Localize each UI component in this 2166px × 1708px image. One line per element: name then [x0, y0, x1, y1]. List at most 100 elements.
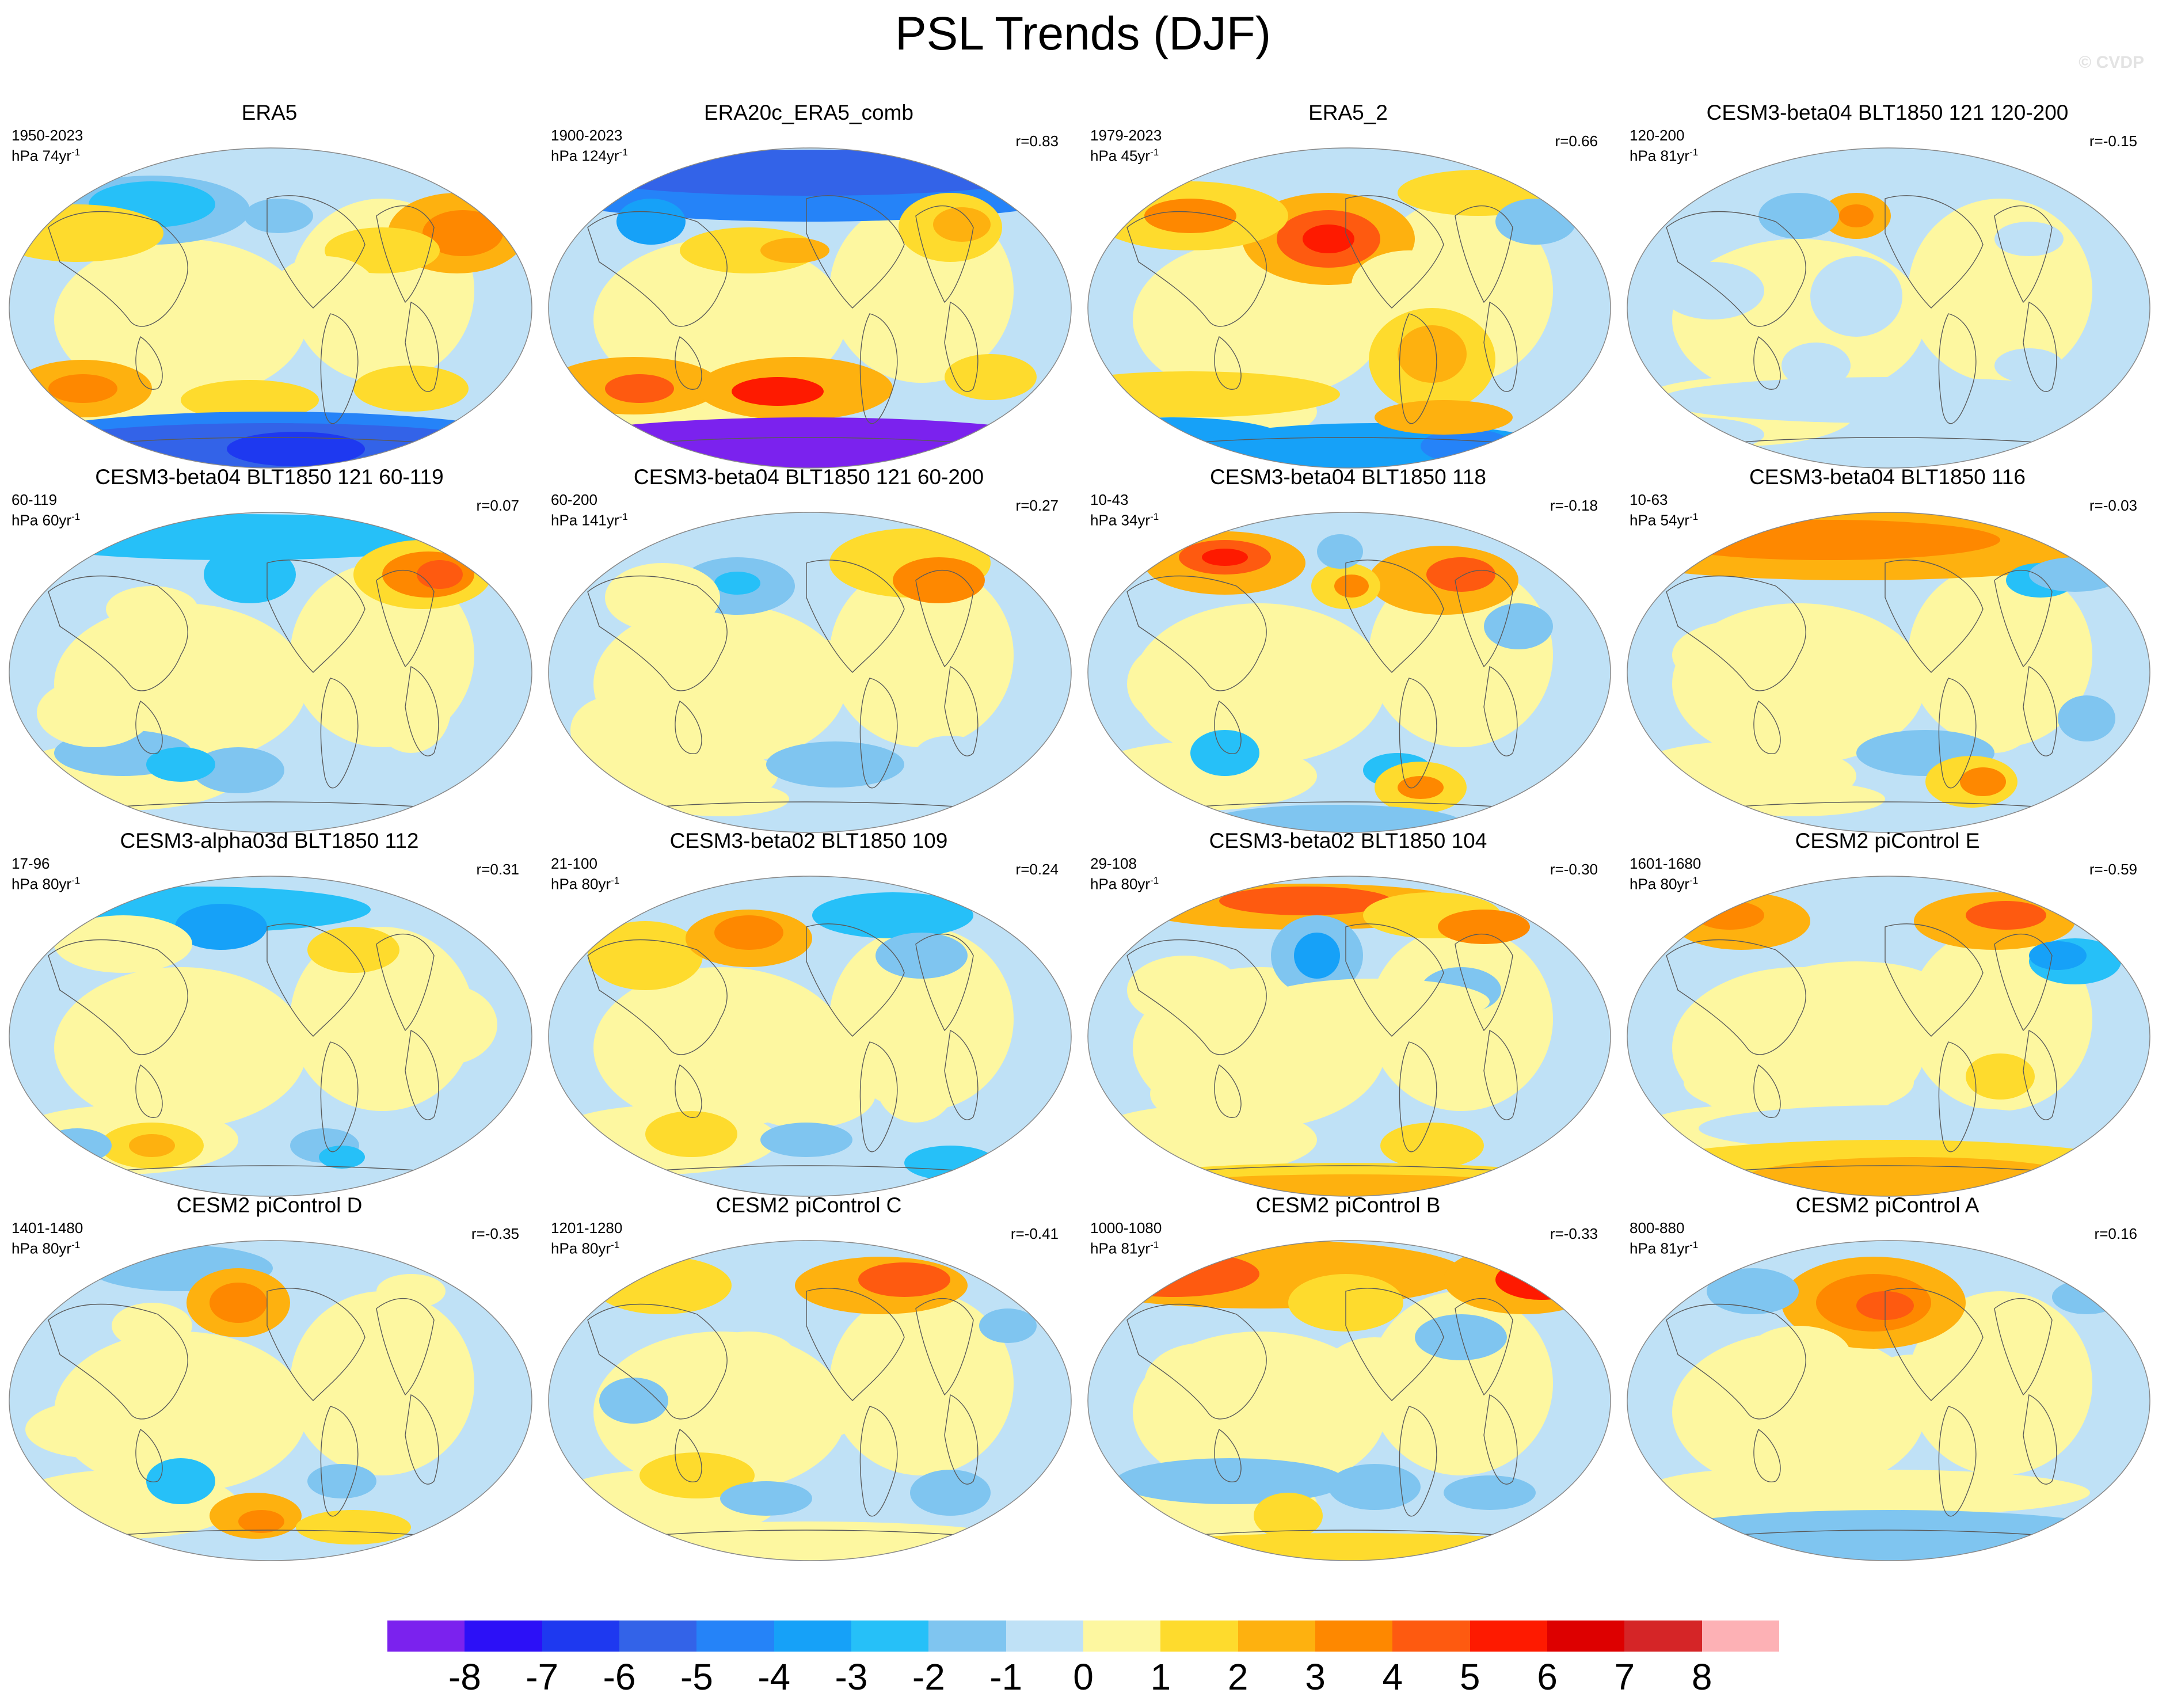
field-contour — [227, 432, 365, 466]
panel-map — [1627, 147, 2150, 469]
coastline — [587, 211, 728, 327]
colorbar-box — [851, 1620, 929, 1652]
field-contour — [1495, 1260, 1588, 1300]
field-contour — [1966, 1053, 2035, 1100]
field-contour — [1661, 262, 1764, 319]
coastline — [1666, 939, 1806, 1055]
colorbar-box — [1160, 1620, 1238, 1652]
colorbar-box — [928, 1620, 1006, 1652]
field-contour — [1747, 1326, 1851, 1383]
coastline — [859, 678, 898, 789]
coastline — [135, 700, 163, 754]
panel-correlation: r=0.16 — [2094, 1225, 2137, 1242]
field-region — [1369, 927, 1553, 1111]
field-contour — [1303, 225, 1354, 253]
coastline — [1455, 205, 1513, 303]
field-contour — [1856, 1355, 1971, 1424]
field-contour — [1672, 621, 1810, 690]
field-contour — [307, 927, 399, 973]
panel-map — [1087, 147, 1611, 469]
colorbar-box — [1470, 1620, 1547, 1652]
field-contour — [204, 546, 296, 603]
field-contour — [1948, 661, 2041, 753]
field-contour — [1781, 343, 1851, 389]
colorbar-tick-label: -5 — [680, 1656, 713, 1698]
field-contour — [1484, 603, 1553, 649]
field-contour — [622, 1013, 726, 1082]
field-contour — [1116, 1458, 1346, 1504]
field-contour — [979, 1308, 1037, 1343]
panel-correlation: r=-0.15 — [2089, 132, 2137, 150]
field-region — [829, 1291, 1014, 1475]
field-contour — [244, 199, 313, 233]
coastline — [806, 923, 905, 1037]
panel-correlation: r=0.07 — [476, 497, 519, 514]
coastline — [1345, 195, 1444, 309]
field-contour — [422, 210, 503, 256]
coastline — [587, 939, 728, 1055]
coastline — [944, 301, 979, 392]
field-contour — [1994, 222, 2064, 256]
coastline — [405, 665, 439, 756]
field-contour — [1839, 204, 1874, 227]
coastline — [135, 1428, 163, 1482]
panel-correlation: r=-0.03 — [2089, 497, 2137, 514]
field-contour — [1444, 1475, 1536, 1510]
field-contour — [875, 933, 968, 979]
colorbar-box — [1701, 1620, 1779, 1652]
panel-unit: hPa 80yr-1 — [551, 875, 620, 893]
colorbar-box — [542, 1620, 619, 1652]
panel-unit: hPa 34yr-1 — [1090, 511, 1159, 529]
map-panel: CESM3-beta04 BLT1850 118 10-43 hPa 34yr-1 r… — [1079, 465, 1617, 834]
coastline — [376, 1298, 435, 1396]
field-contour — [1495, 199, 1576, 245]
colorbar-box — [1624, 1620, 1702, 1652]
coastline — [944, 665, 979, 756]
field-contour — [916, 736, 985, 770]
map-panel: CESM3-beta04 BLT1850 121 60-119 60-119 hPa… — [0, 465, 539, 834]
colorbar-box — [1083, 1620, 1161, 1652]
field-contour — [645, 1111, 737, 1157]
colorbar-box — [1238, 1620, 1315, 1652]
colorbar-tick-label: 4 — [1382, 1656, 1403, 1698]
map-border — [9, 876, 532, 1197]
field-region — [829, 563, 1014, 747]
colorbar-tick-label: -6 — [603, 1656, 636, 1698]
panel-title: ERA5 — [241, 101, 298, 124]
coastline — [320, 1406, 359, 1517]
map-panel: CESM3-beta02 BLT1850 109 21-100 hPa 80yr-1… — [539, 829, 1078, 1197]
panel-unit: hPa 81yr-1 — [1090, 1239, 1159, 1257]
map-panel: CESM3-beta04 BLT1850 121 60-200 60-200 hPa… — [539, 465, 1078, 834]
colorbar-tick-label: 8 — [1691, 1656, 1712, 1698]
colorbar-box — [1547, 1620, 1625, 1652]
field-contour — [1127, 956, 1242, 1025]
field-contour — [1190, 730, 1259, 776]
panel-years: 1601-1680 — [1630, 855, 1701, 872]
panel-title: CESM2 piControl B — [1255, 1193, 1441, 1217]
panel-unit: hPa 80yr-1 — [551, 1239, 620, 1257]
field-contour — [1088, 1251, 1259, 1297]
coastline — [1753, 1064, 1781, 1118]
panel-map — [1627, 512, 2150, 833]
panel-years: 1950-2023 — [12, 127, 83, 144]
field-contour — [1741, 1435, 1856, 1481]
panel-years: 1401-1480 — [12, 1219, 83, 1237]
panel-title: ERA20c_ERA5_comb — [703, 101, 914, 124]
panel-years: 1000-1080 — [1090, 1219, 1162, 1237]
coastline — [944, 1029, 979, 1120]
coastline — [320, 313, 359, 424]
coastline — [915, 569, 974, 668]
panel-years: 1900-2023 — [551, 127, 623, 144]
panel-unit: hPa 54yr-1 — [1630, 511, 1699, 529]
colorbar-tick-label: 3 — [1305, 1656, 1326, 1698]
field-contour — [146, 747, 215, 782]
field-contour — [1202, 423, 1547, 468]
field-region — [593, 1332, 847, 1493]
map-border — [1087, 1240, 1611, 1561]
panel-title: CESM3-beta04 BLT1850 121 60-119 — [95, 465, 444, 489]
field-contour — [1687, 1470, 2090, 1516]
coastline — [1994, 569, 2053, 668]
field-contour — [296, 1510, 411, 1545]
field-contour — [210, 1283, 267, 1323]
coastline — [2023, 1029, 2057, 1120]
